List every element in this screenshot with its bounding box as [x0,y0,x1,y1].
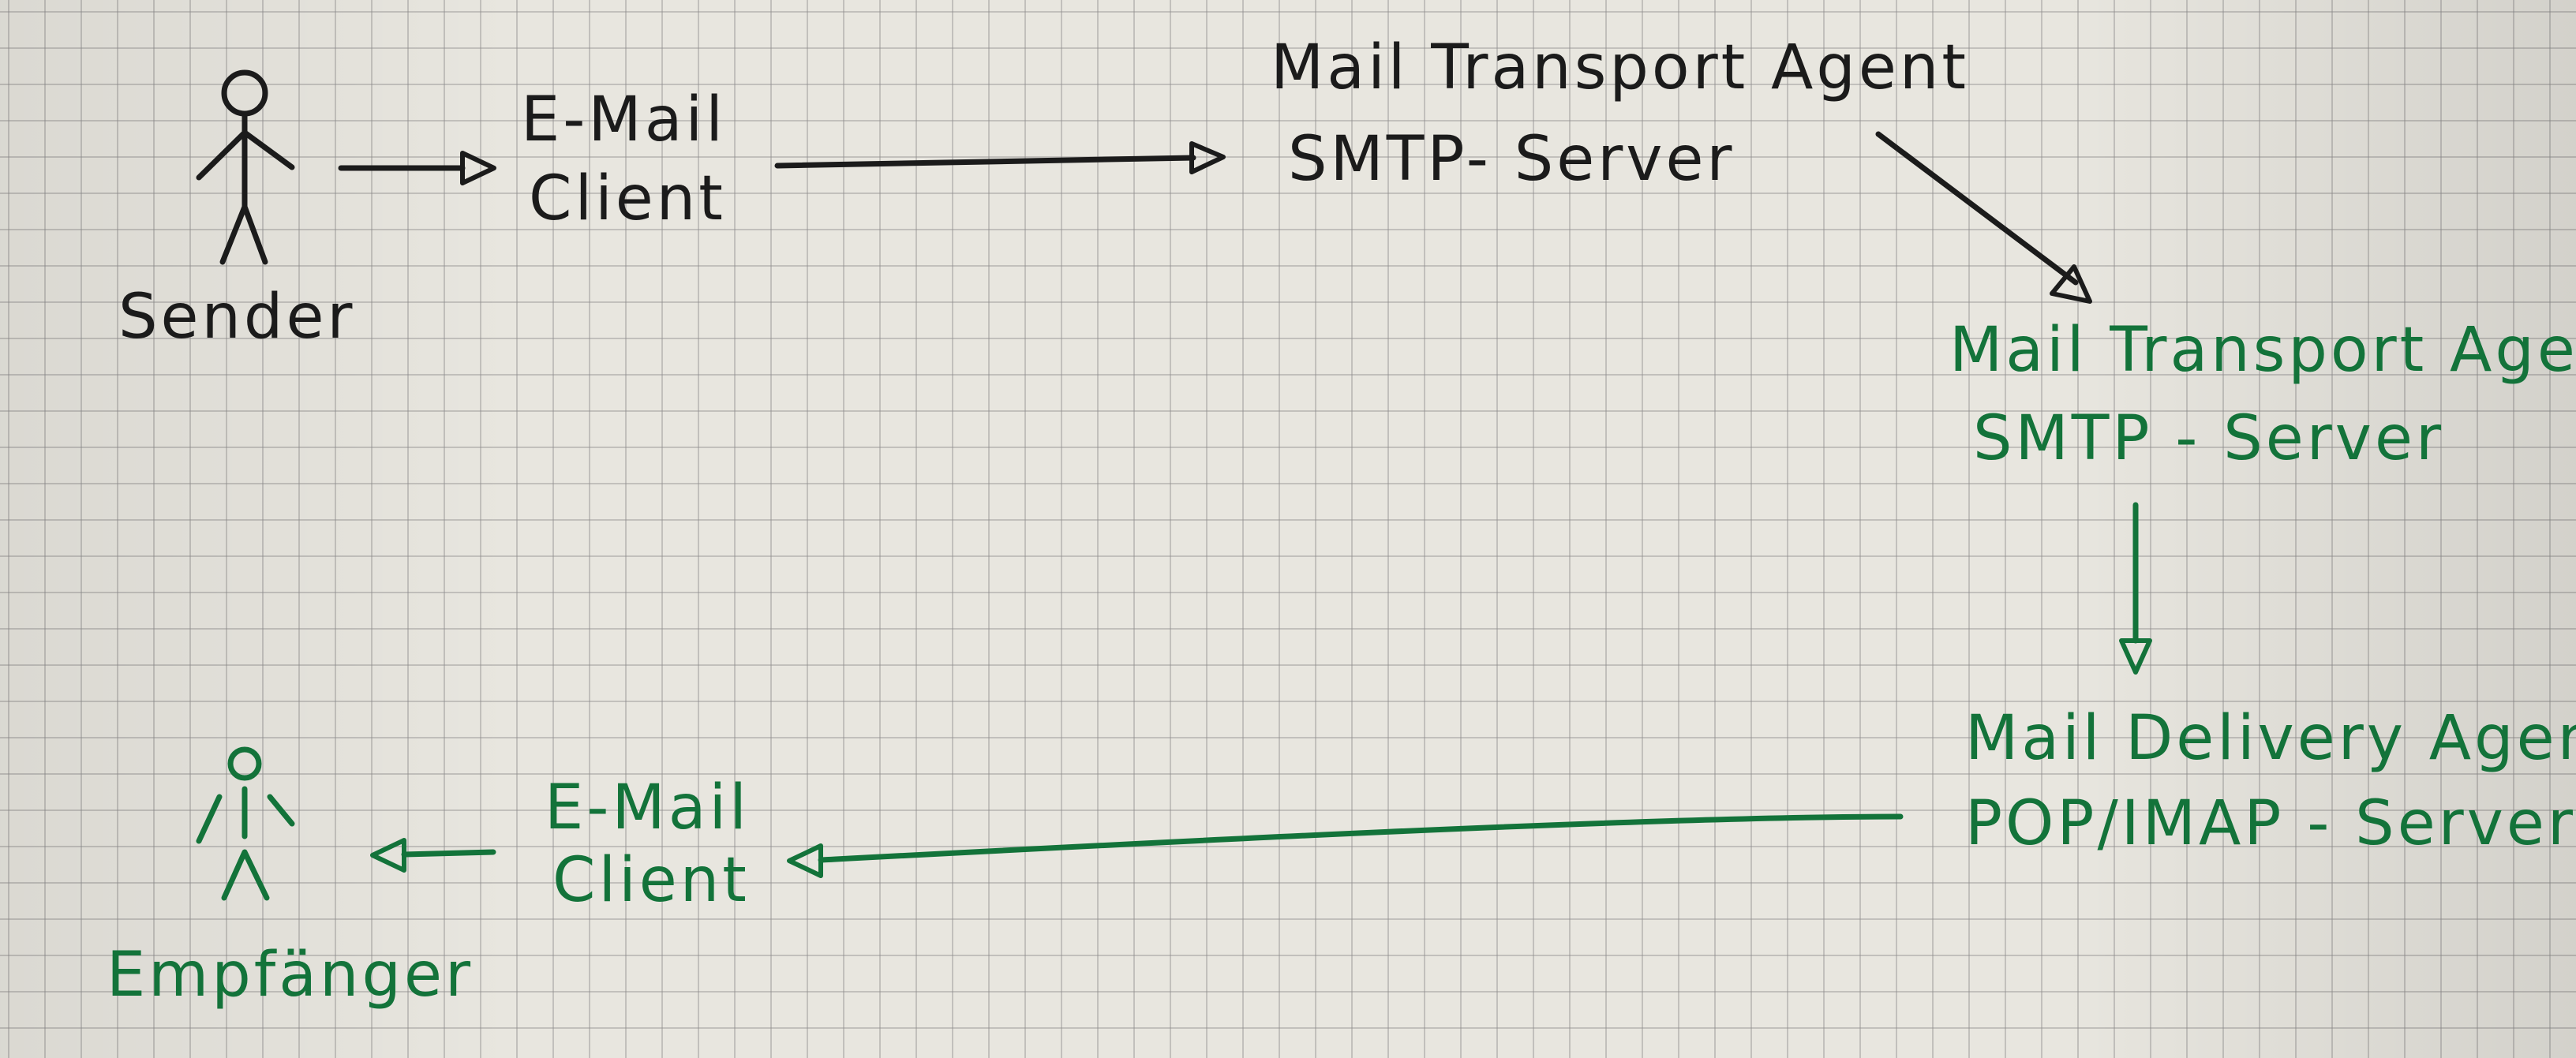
arrow-mta-to-mda [2119,502,2152,675]
sender-stick-figure-icon [196,69,295,265]
sender-label: Sender [118,282,356,353]
arrow-sender-to-client [338,151,496,185]
mta-sender-label-line1: Mail Transport Agent [1271,32,1969,103]
receiver-label: Empfänger [107,940,474,1011]
mta-sender-label-line2: SMTP- Server [1288,124,1735,195]
receiver-stick-figure-icon [196,746,295,901]
receiver-client-label-line2: Client [552,845,750,916]
receiver-client-label-line1: E-Mail [545,772,750,843]
mda-label-line1: Mail Delivery Agent [1965,703,2576,774]
arrow-mta-to-mta [1875,131,2092,304]
arrow-client-to-receiver [370,838,496,873]
mda-label-line2: POP/IMAP - Server [1965,788,2576,859]
arrow-mda-to-client [787,813,1904,878]
mta-receiver-label-line1: Mail Transport Agent [1949,315,2576,386]
sender-client-label-line1: E-Mail [521,84,726,155]
sender-client-label-line2: Client [529,163,726,234]
arrow-client-to-mta [774,141,1226,174]
mta-receiver-label-line2: SMTP - Server [1973,403,2444,474]
